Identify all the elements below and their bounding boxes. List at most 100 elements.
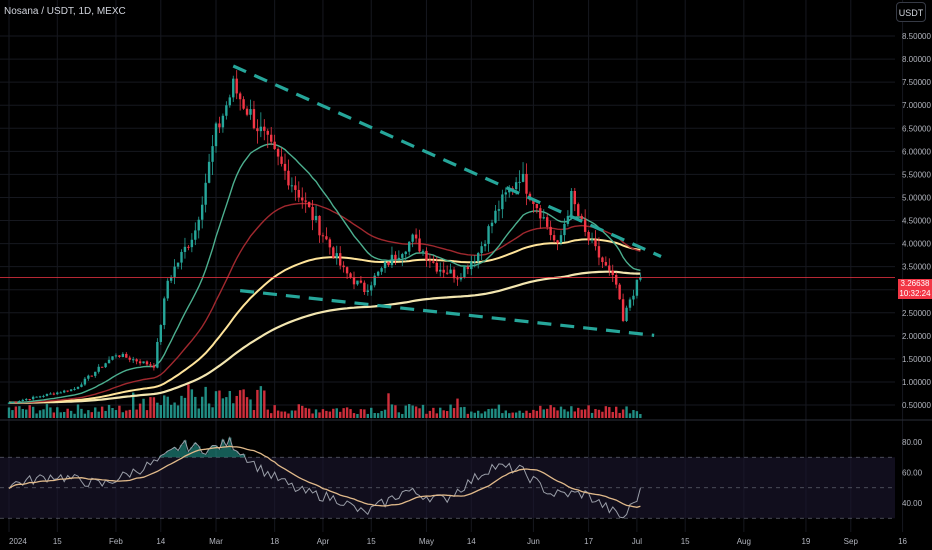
volume-bar	[14, 406, 18, 418]
volume-bar	[418, 408, 421, 418]
volume-bar	[477, 410, 480, 418]
volume-bar	[559, 406, 563, 418]
volume-bar	[194, 396, 197, 418]
currency-button[interactable]: USDT	[896, 2, 926, 22]
candle-body	[83, 378, 87, 385]
candle-body	[121, 353, 125, 357]
candle-body	[521, 173, 525, 182]
candle-body	[252, 109, 256, 129]
candle-body	[332, 247, 335, 258]
candle-body	[587, 231, 590, 241]
candle-body	[383, 261, 387, 269]
volume-bar	[107, 404, 111, 418]
volume-bar	[138, 403, 142, 418]
volume-bar	[390, 404, 394, 418]
volume-bar	[563, 409, 566, 418]
volume-bar	[314, 409, 318, 418]
volume-bar	[149, 397, 152, 418]
time-tick-label: 15	[681, 537, 690, 546]
volume-bar	[7, 407, 11, 418]
volume-bar	[487, 409, 490, 418]
volume-bar	[501, 413, 504, 418]
volume-bar	[359, 409, 363, 418]
candle-body	[259, 126, 263, 132]
volume-bar	[87, 410, 90, 418]
volume-bar	[556, 410, 559, 418]
volume-bar	[442, 410, 445, 418]
candle-body	[63, 390, 66, 393]
volume-bar	[166, 396, 169, 418]
trendline-upper	[232, 64, 662, 258]
volume-bar	[325, 410, 328, 418]
candle-body	[180, 251, 183, 263]
volume-bar	[456, 398, 459, 418]
candle-body	[142, 361, 145, 364]
candle-body	[211, 146, 214, 162]
volume-bar	[252, 410, 256, 418]
candle-body	[194, 230, 197, 240]
candle-body	[314, 215, 318, 221]
candle-body	[263, 126, 266, 131]
volume-bar	[639, 413, 642, 418]
volume-bar	[94, 407, 97, 418]
candle-body	[370, 285, 373, 291]
candle-body	[249, 109, 252, 115]
candle-body	[552, 235, 556, 241]
volume-bar	[276, 410, 280, 418]
candle-body	[59, 392, 62, 394]
volume-bar	[173, 402, 176, 418]
candle-body	[204, 182, 207, 205]
candle-body	[107, 359, 111, 364]
volume-bar	[221, 398, 225, 418]
volume-bar	[104, 410, 107, 418]
candle-body	[56, 392, 59, 395]
candle-body	[232, 78, 235, 98]
candle-body	[163, 298, 166, 326]
candle-body	[442, 269, 445, 273]
volume-bar	[38, 410, 42, 418]
volume-bar	[366, 413, 369, 418]
volume-bar	[421, 404, 425, 418]
volume-bar	[80, 408, 83, 418]
time-tick-label: 17	[584, 537, 593, 546]
candle-body	[525, 173, 528, 194]
candle-body	[221, 115, 225, 128]
candle-body	[197, 219, 200, 231]
volume-bar	[521, 412, 525, 418]
candle-body	[169, 276, 173, 281]
volume-bar	[304, 407, 307, 418]
volume-bar	[35, 413, 38, 418]
candle-body	[445, 272, 449, 274]
candle-body	[132, 359, 135, 361]
candle-body	[294, 185, 297, 190]
volume-bar	[31, 406, 35, 418]
volume-bar	[218, 390, 221, 418]
price-tick-label: 2.50000	[902, 309, 931, 318]
volume-bar	[615, 406, 618, 418]
candle-body	[559, 235, 563, 244]
candle-body	[114, 355, 118, 357]
candle-body	[14, 401, 18, 403]
volume-bar	[583, 409, 587, 418]
volume-bar	[342, 408, 345, 418]
candle-body	[456, 278, 459, 280]
volume-bar	[401, 413, 404, 418]
volume-bar	[449, 404, 452, 418]
candle-body	[563, 223, 566, 236]
candle-body	[580, 215, 583, 220]
candle-body	[304, 200, 307, 202]
price-tick-label: 3.50000	[902, 263, 931, 272]
countdown-value: 10:32:24	[899, 289, 931, 298]
candle-body	[152, 365, 156, 368]
candle-body	[228, 97, 231, 106]
price-tick-label: 6.50000	[902, 124, 931, 133]
volume-bar	[256, 389, 259, 418]
candle-body	[439, 269, 442, 272]
candle-body	[21, 399, 24, 402]
last-price-tag: 3.26638 10:32:24	[898, 279, 932, 299]
volume-bar	[552, 407, 556, 418]
volume-bar	[628, 413, 632, 418]
candle-body	[11, 401, 14, 403]
candle-body	[535, 204, 539, 209]
